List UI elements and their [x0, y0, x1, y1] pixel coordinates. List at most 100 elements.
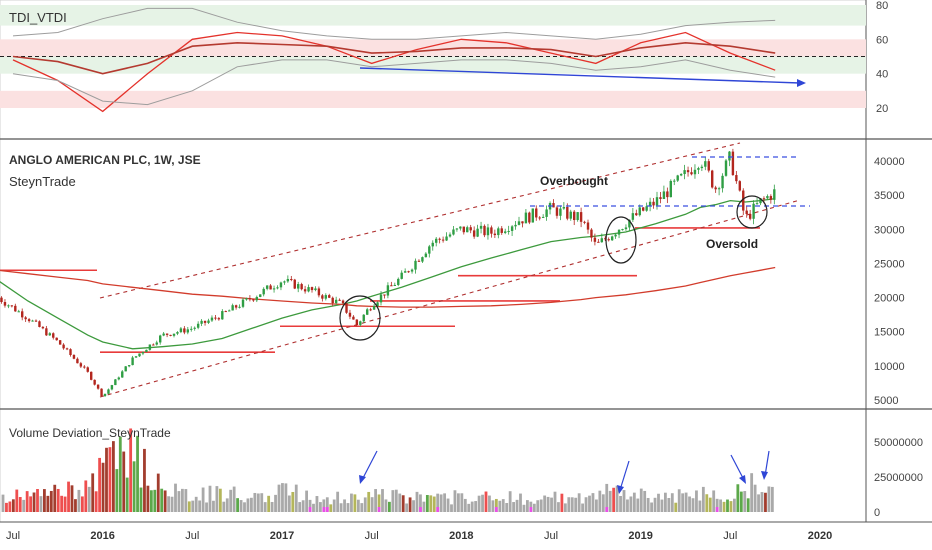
- volume-bar: [394, 489, 398, 512]
- volume-bar: [512, 502, 515, 512]
- candle-body: [348, 312, 352, 317]
- volume-bar: [677, 489, 681, 512]
- volume-bar: [701, 486, 705, 512]
- volume-arrow-1-head: [359, 475, 366, 484]
- volume-bar: [243, 502, 246, 512]
- volume-bar: [660, 499, 664, 512]
- volume-bar: [698, 500, 702, 512]
- candle-body: [245, 298, 248, 300]
- volume-bar: [436, 493, 440, 512]
- candle-body: [486, 227, 490, 236]
- candle-body: [369, 309, 372, 311]
- volume-bar: [429, 495, 433, 512]
- candle-body: [138, 353, 141, 357]
- candle-body: [538, 217, 541, 219]
- candle-body: [590, 229, 593, 238]
- volume-bar: [408, 497, 412, 512]
- volume-bar: [377, 494, 381, 512]
- candle-body: [196, 323, 200, 328]
- volume-bar: [319, 502, 322, 512]
- volume-bar: [543, 495, 547, 512]
- candle-body: [728, 151, 731, 161]
- candle-body: [690, 172, 693, 175]
- volume-marker: [377, 507, 381, 512]
- volume-bar: [177, 491, 181, 512]
- candle-body: [697, 168, 700, 170]
- volume-bar: [405, 503, 409, 512]
- candle-body: [152, 344, 155, 346]
- candle-body: [314, 288, 317, 291]
- volume-bar: [146, 485, 150, 512]
- volume-bar: [149, 490, 153, 512]
- volume-bar: [91, 473, 95, 512]
- price-y-axis: 40000 35000 30000 25000 20000 15000 10000 5000: [874, 156, 905, 407]
- candle-body: [410, 269, 414, 272]
- volume-arrow-1: [361, 450, 378, 481]
- price-channel: [99, 142, 801, 398]
- candle-body: [400, 272, 403, 279]
- candle-body: [773, 189, 776, 200]
- volume-bar: [77, 489, 81, 512]
- candle-body: [7, 305, 10, 307]
- volume-bar: [501, 499, 505, 512]
- volume-bar: [739, 491, 743, 512]
- volume-bar: [98, 457, 101, 512]
- price-tick-label: 20000: [874, 293, 905, 305]
- time-axis-label: 2018: [449, 530, 473, 542]
- candle-body: [659, 197, 662, 200]
- volume-bar: [736, 484, 740, 512]
- volume-bar: [181, 488, 184, 512]
- candle-body: [262, 288, 265, 295]
- volume-bar: [118, 436, 122, 512]
- candle-body: [514, 224, 517, 227]
- volume-bar: [557, 502, 560, 512]
- volume-title: Volume Deviation_SteynTrade: [9, 426, 171, 440]
- candle-body: [176, 332, 179, 334]
- volume-bar: [284, 483, 288, 512]
- volume-bar: [198, 500, 202, 512]
- volume-bar: [218, 488, 222, 512]
- panel-frames: [0, 0, 932, 523]
- candle-body: [269, 285, 272, 290]
- candle-body: [90, 371, 93, 380]
- volume-bar: [664, 492, 667, 512]
- candle-body: [445, 236, 448, 241]
- candle-body: [541, 216, 545, 218]
- volume-bar: [550, 497, 553, 512]
- candle-body: [303, 289, 307, 292]
- candle-body: [383, 294, 386, 296]
- candle-body: [607, 239, 610, 241]
- candle-body: [159, 335, 162, 343]
- volume-bar: [112, 441, 115, 512]
- candle-body: [472, 230, 476, 237]
- volume-bar: [422, 501, 426, 512]
- time-axis-label: Jul: [544, 530, 558, 542]
- candle-body: [317, 288, 321, 296]
- volume-bar: [260, 493, 264, 512]
- candle-body: [259, 294, 262, 297]
- moving-average-green: [0, 197, 776, 350]
- candle-body: [279, 282, 283, 288]
- candle-body: [193, 327, 196, 329]
- volume-bar: [760, 492, 764, 512]
- volume-tick-label: 0: [874, 507, 880, 519]
- volume-bar: [615, 485, 619, 512]
- volume-bar: [526, 500, 529, 512]
- price-tick-label: 25000: [874, 258, 905, 270]
- candle-body: [624, 227, 628, 230]
- candle-body: [476, 228, 479, 237]
- volume-bar: [212, 500, 215, 512]
- volume-bar: [125, 477, 129, 512]
- candle-body: [214, 317, 217, 319]
- volume-bar: [522, 504, 526, 512]
- candle-body: [45, 328, 48, 336]
- volume-bar: [56, 488, 60, 512]
- volume-bar: [191, 500, 195, 512]
- volume-arrows: [359, 450, 770, 494]
- volume-bar: [708, 497, 712, 512]
- tdi-red-zone: [0, 90, 866, 108]
- volume-bar: [553, 491, 557, 512]
- candle-body: [583, 221, 586, 223]
- candle-body: [17, 311, 20, 313]
- candle-body: [438, 238, 441, 240]
